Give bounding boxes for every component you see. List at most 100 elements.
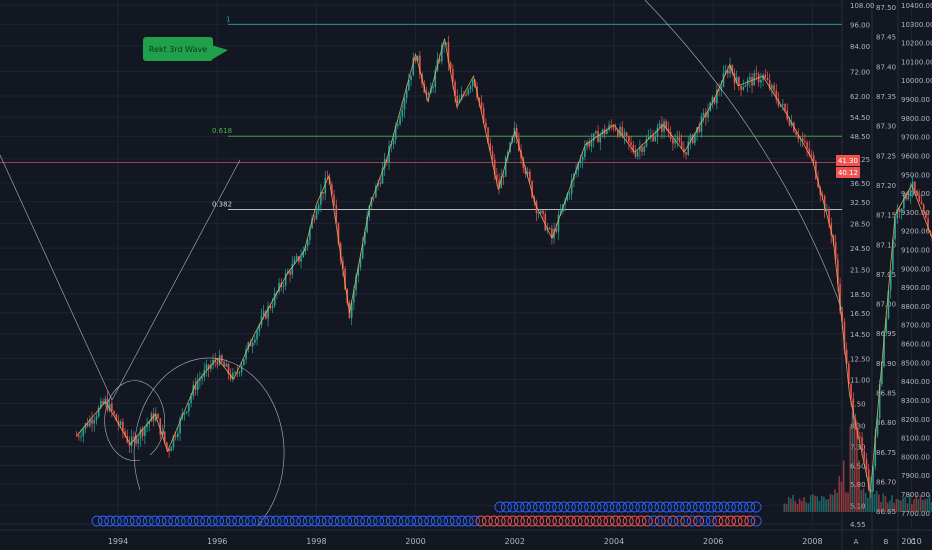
candle-body bbox=[216, 361, 219, 365]
event-marker bbox=[117, 515, 129, 527]
event-marker bbox=[123, 515, 135, 527]
event-marker bbox=[718, 515, 730, 527]
candle-body bbox=[223, 361, 225, 367]
event-marker bbox=[737, 501, 749, 513]
candle-body bbox=[634, 152, 637, 157]
candle-body bbox=[727, 70, 729, 74]
candle-body bbox=[207, 364, 210, 370]
event-marker bbox=[353, 515, 365, 527]
volume-bar bbox=[928, 494, 931, 512]
annotation-label[interactable]: Rekt 3rd Wave bbox=[143, 37, 228, 61]
candle-body bbox=[834, 242, 837, 260]
candle-body bbox=[443, 43, 445, 45]
y-tick-label-c: 9200.00 bbox=[901, 228, 930, 236]
x-tick-label: 2000 bbox=[405, 537, 425, 546]
y-tick-label-b: 86.85 bbox=[876, 390, 896, 398]
volume-bar bbox=[867, 498, 869, 512]
y-tick-label-c: 10200.00 bbox=[901, 40, 932, 48]
candle-body bbox=[735, 77, 738, 84]
event-marker bbox=[533, 515, 545, 527]
event-marker bbox=[609, 515, 621, 527]
candle-body bbox=[643, 146, 646, 152]
candle-body bbox=[718, 89, 720, 91]
candle-body bbox=[249, 342, 252, 347]
candle-body bbox=[722, 73, 725, 87]
scale-button[interactable]: C bbox=[911, 538, 916, 546]
candle-body bbox=[729, 64, 731, 74]
scale-button[interactable]: B bbox=[884, 538, 889, 546]
candle-body bbox=[368, 205, 371, 217]
candle-body bbox=[179, 418, 181, 434]
candle-body bbox=[108, 403, 111, 411]
volume-bar bbox=[792, 494, 794, 512]
x-tick-label: 2010 bbox=[901, 537, 921, 546]
candle-body bbox=[480, 102, 483, 109]
fib-arc bbox=[104, 380, 165, 461]
volume-bar bbox=[803, 497, 805, 512]
y-tick-label-c: 8500.00 bbox=[901, 359, 930, 367]
volume-bar bbox=[790, 498, 792, 512]
candle-body bbox=[196, 381, 199, 390]
event-marker bbox=[411, 515, 423, 527]
candle-body bbox=[236, 372, 239, 374]
candle-body bbox=[540, 210, 542, 213]
event-marker bbox=[552, 501, 564, 513]
event-marker bbox=[97, 515, 109, 527]
event-marker bbox=[206, 515, 218, 527]
event-marker bbox=[731, 501, 743, 513]
volume-bar bbox=[818, 501, 821, 512]
candle-body bbox=[771, 85, 773, 89]
candle-body bbox=[817, 178, 819, 188]
scale-button[interactable]: A bbox=[854, 538, 859, 546]
y-tick-label-c: 7700.00 bbox=[901, 510, 930, 518]
event-marker bbox=[667, 501, 679, 513]
candle-body bbox=[672, 138, 674, 144]
y-tick-label-c: 8600.00 bbox=[901, 341, 930, 349]
candle-body bbox=[916, 190, 918, 196]
candle-body bbox=[557, 214, 560, 232]
event-marker bbox=[622, 515, 634, 527]
candle-body bbox=[498, 179, 500, 189]
event-marker bbox=[161, 515, 173, 527]
candle-body bbox=[493, 159, 496, 176]
volume-bar bbox=[884, 496, 887, 512]
candle-body bbox=[852, 398, 855, 419]
candle-body bbox=[434, 70, 437, 88]
candle-body bbox=[658, 123, 661, 128]
candle-body bbox=[403, 98, 406, 110]
candle-body bbox=[300, 257, 302, 262]
volume-bar bbox=[785, 503, 788, 512]
candle-body bbox=[438, 59, 441, 62]
candle-body bbox=[639, 147, 641, 152]
candle-body bbox=[768, 79, 771, 89]
x-tick-label: 1994 bbox=[108, 537, 128, 546]
event-marker bbox=[181, 515, 193, 527]
y-tick-label-a: 84.00 bbox=[850, 43, 870, 51]
candle-body bbox=[161, 431, 164, 435]
candle-body bbox=[575, 170, 577, 175]
candle-body bbox=[183, 412, 186, 414]
event-marker bbox=[750, 501, 762, 513]
candle-body bbox=[111, 403, 113, 412]
candle-body bbox=[75, 435, 78, 437]
candle-body bbox=[881, 366, 883, 385]
candle-body bbox=[914, 181, 916, 191]
candle-body bbox=[669, 132, 672, 139]
candle-body bbox=[188, 403, 190, 412]
event-marker bbox=[558, 501, 570, 513]
y-tick-label-c: 10100.00 bbox=[901, 58, 932, 66]
event-marker bbox=[302, 515, 314, 527]
candle-body bbox=[606, 129, 608, 135]
candle-body bbox=[469, 86, 472, 90]
candle-body bbox=[905, 192, 907, 200]
candle-body bbox=[482, 108, 485, 123]
candle-body bbox=[927, 218, 929, 232]
event-marker bbox=[731, 515, 743, 527]
candle-body bbox=[808, 148, 811, 155]
event-marker bbox=[712, 501, 724, 513]
candle-body bbox=[742, 87, 745, 90]
candle-body bbox=[542, 210, 544, 214]
candle-body bbox=[115, 414, 118, 421]
volume-bar bbox=[860, 490, 863, 512]
